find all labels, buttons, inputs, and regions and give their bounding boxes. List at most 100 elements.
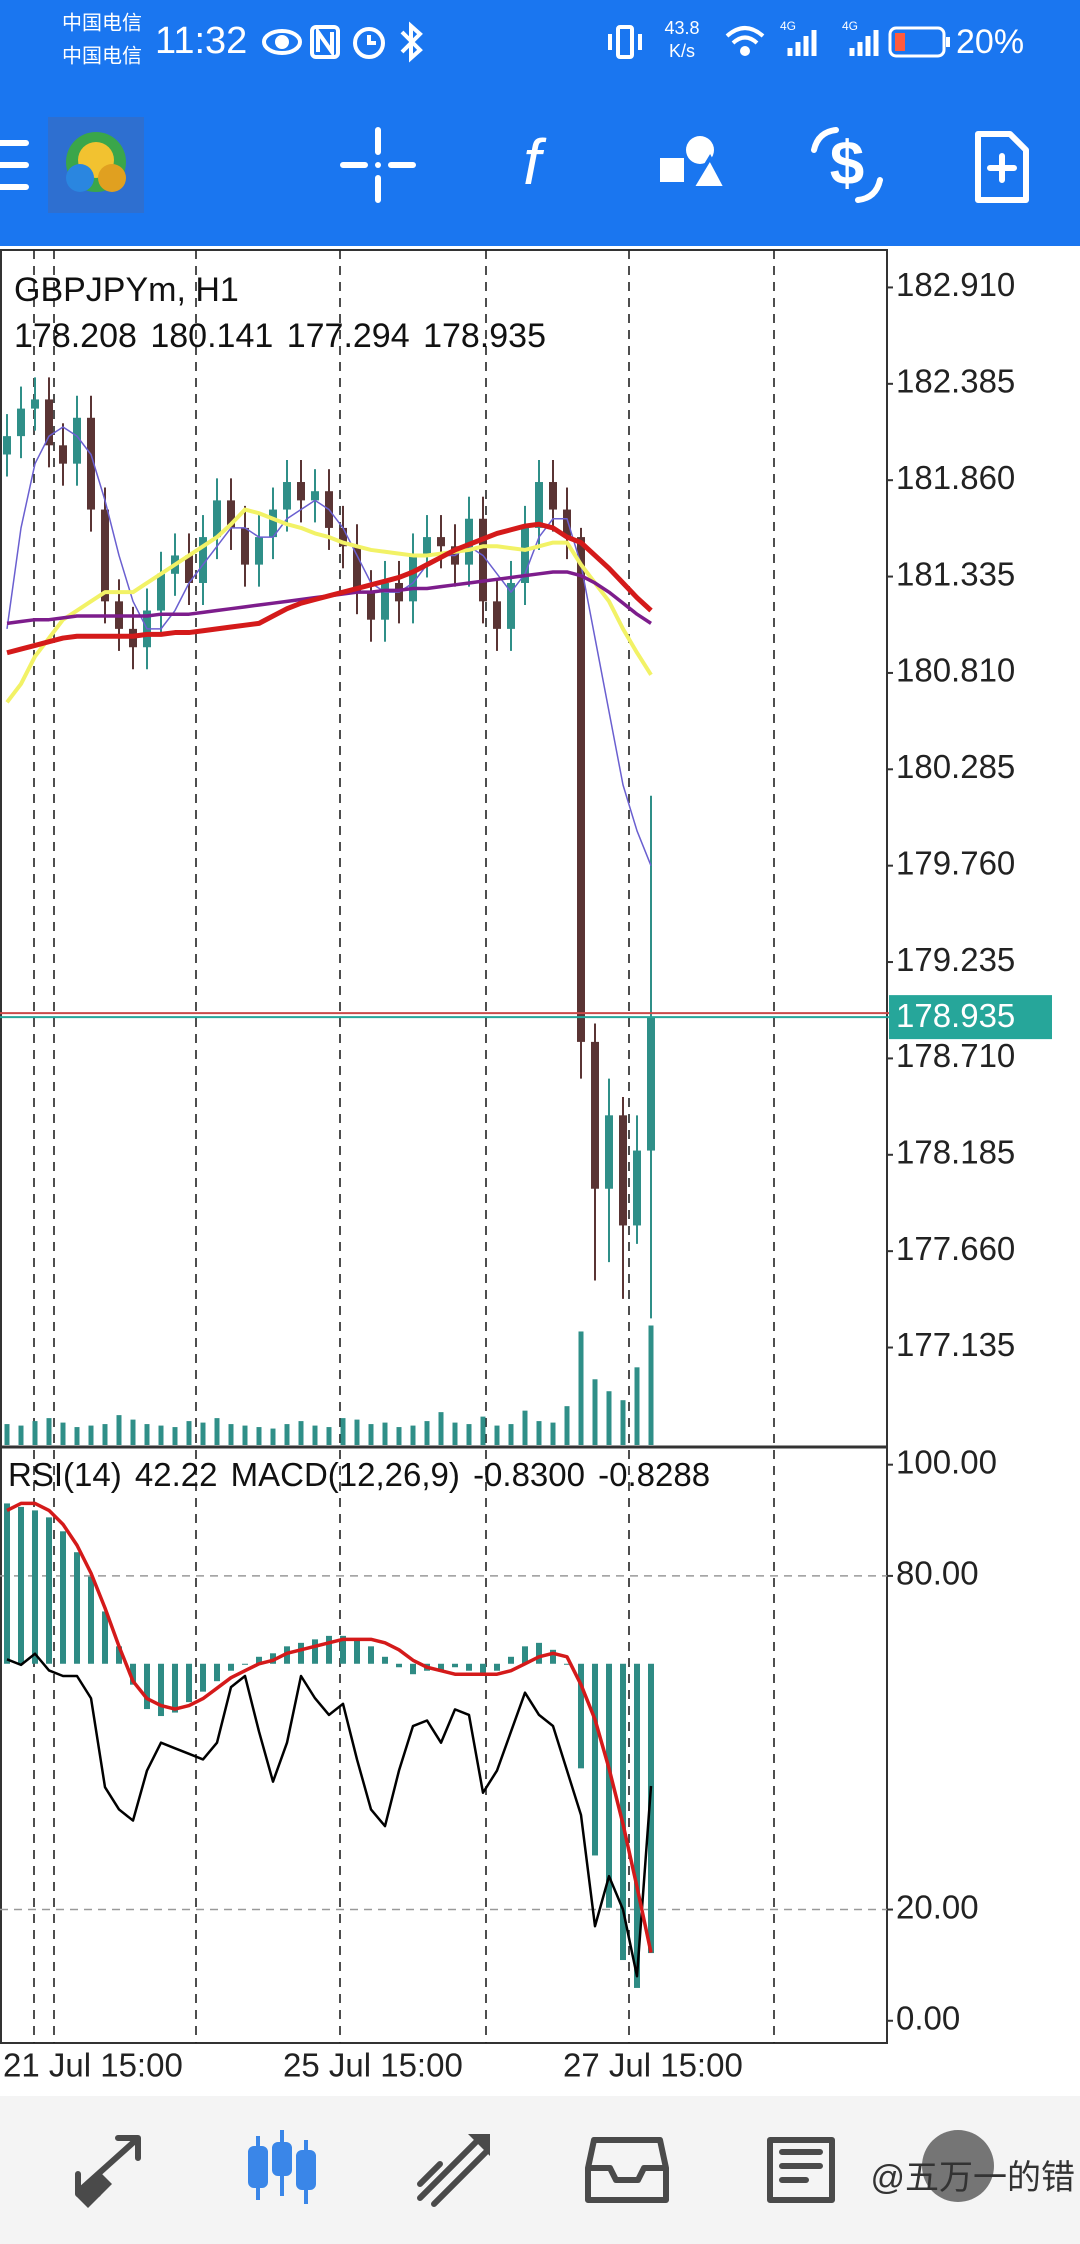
candle-body: [311, 491, 319, 501]
macd-bar: [88, 1576, 94, 1664]
volume-bar: [424, 1421, 430, 1445]
indicator-header: RSI(14) 42.22 MACD(12,26,9) -0.8300 -0.8…: [8, 1456, 710, 1493]
candle-body: [465, 518, 473, 565]
x-tick-label: 27 Jul 15:00: [563, 2047, 743, 2084]
nav-quotes[interactable]: [75, 2135, 141, 2208]
signal-type: 4G: [842, 19, 858, 33]
candle-body: [353, 546, 361, 593]
net-unit: K/s: [669, 41, 695, 61]
candle-body: [157, 573, 165, 611]
moving-average: [5, 507, 653, 704]
volume-bar: [606, 1391, 612, 1445]
volume-bar: [186, 1421, 192, 1445]
nav-trade[interactable]: [417, 2134, 490, 2207]
candle-body: [87, 417, 95, 510]
candle-body: [619, 1115, 627, 1226]
volume-bar: [508, 1424, 514, 1445]
menu-button[interactable]: [0, 140, 29, 190]
volume-bar: [466, 1424, 472, 1445]
volume-bar: [18, 1425, 24, 1445]
y-tick-label: 179.760: [896, 844, 1015, 881]
open-value: 178.208: [14, 317, 137, 355]
volume-bar: [326, 1427, 332, 1445]
macd-bar: [382, 1656, 388, 1664]
macd-name: MACD(12,26,9): [231, 1456, 460, 1493]
candle-body: [73, 417, 81, 464]
macd-bar: [74, 1552, 80, 1664]
chart-frame: [0, 249, 888, 2044]
rsi-value: 42.22: [135, 1456, 218, 1493]
macd-bar: [102, 1611, 108, 1664]
crosshair-button[interactable]: [340, 127, 416, 203]
volume-bar: [242, 1425, 248, 1445]
volume-bar: [200, 1422, 206, 1445]
volume-bar: [4, 1424, 10, 1445]
volume-bar: [116, 1415, 122, 1445]
macd-bar: [564, 1663, 570, 1665]
y-tick-label: 180.285: [896, 748, 1015, 785]
candle-body: [59, 445, 67, 464]
high-value: 180.141: [150, 317, 273, 355]
volume-bar: [396, 1427, 402, 1445]
volume-bar: [88, 1425, 94, 1445]
signal-value: -0.8288: [598, 1456, 710, 1493]
bottom-nav: [0, 2096, 1080, 2244]
new-order-button[interactable]: [975, 131, 1029, 203]
app-logo[interactable]: [48, 117, 144, 213]
macd-bar: [550, 1649, 556, 1664]
objects-button[interactable]: [660, 136, 730, 190]
volume-bar: [228, 1424, 234, 1445]
volume-bar: [648, 1325, 654, 1445]
nav-chart[interactable]: [248, 2130, 316, 2204]
battery-level: 20%: [956, 23, 1024, 61]
clock: 11:32: [155, 20, 247, 62]
candle-body: [213, 500, 221, 538]
macd-bar: [46, 1517, 52, 1664]
volume-bar: [368, 1424, 374, 1445]
candle-body: [605, 1115, 613, 1189]
macd-bar: [298, 1642, 304, 1664]
nav-history[interactable]: [585, 2137, 669, 2203]
macd-bar: [340, 1635, 346, 1664]
macd-bar: [606, 1663, 612, 1908]
macd-bar: [494, 1663, 500, 1671]
y-tick-label: 182.385: [896, 363, 1015, 400]
macd-bar: [200, 1663, 206, 1692]
macd-bar: [592, 1663, 598, 1856]
macd-bar: [144, 1663, 150, 1710]
candle-body: [423, 537, 431, 556]
candle-body: [409, 555, 417, 602]
carrier: 中国电信: [62, 44, 142, 67]
y-tick-label: 181.335: [896, 555, 1015, 592]
volume-bar: [158, 1425, 164, 1445]
volume-bar: [172, 1427, 178, 1445]
macd-bar: [536, 1642, 542, 1664]
macd-bar: [410, 1663, 416, 1675]
volume-bar: [410, 1425, 416, 1445]
volume-bar: [74, 1427, 80, 1445]
y-tick-label: 178.710: [896, 1037, 1015, 1074]
volume-bar: [522, 1410, 528, 1445]
macd-bar: [32, 1510, 38, 1664]
volume-bar: [298, 1421, 304, 1445]
candle-body: [367, 592, 375, 620]
trade-button[interactable]: $: [811, 127, 883, 203]
macd-bar: [368, 1646, 374, 1664]
macd-bar: [438, 1663, 444, 1671]
y-tick-label: 182.910: [896, 266, 1015, 303]
macd-bar: [508, 1656, 514, 1664]
macd-bar: [634, 1663, 640, 1988]
volume-bar: [60, 1422, 66, 1445]
volume-bar: [312, 1425, 318, 1445]
volume-bar: [102, 1424, 108, 1445]
volume-bar: [214, 1418, 220, 1445]
macd-bar: [522, 1646, 528, 1664]
y-tick-label: 20.00: [896, 1888, 979, 1925]
candle-body: [297, 482, 305, 501]
candle-body: [199, 537, 207, 583]
nav-news[interactable]: [767, 2137, 835, 2203]
candle-body: [255, 537, 263, 565]
volume-bar: [256, 1427, 262, 1445]
